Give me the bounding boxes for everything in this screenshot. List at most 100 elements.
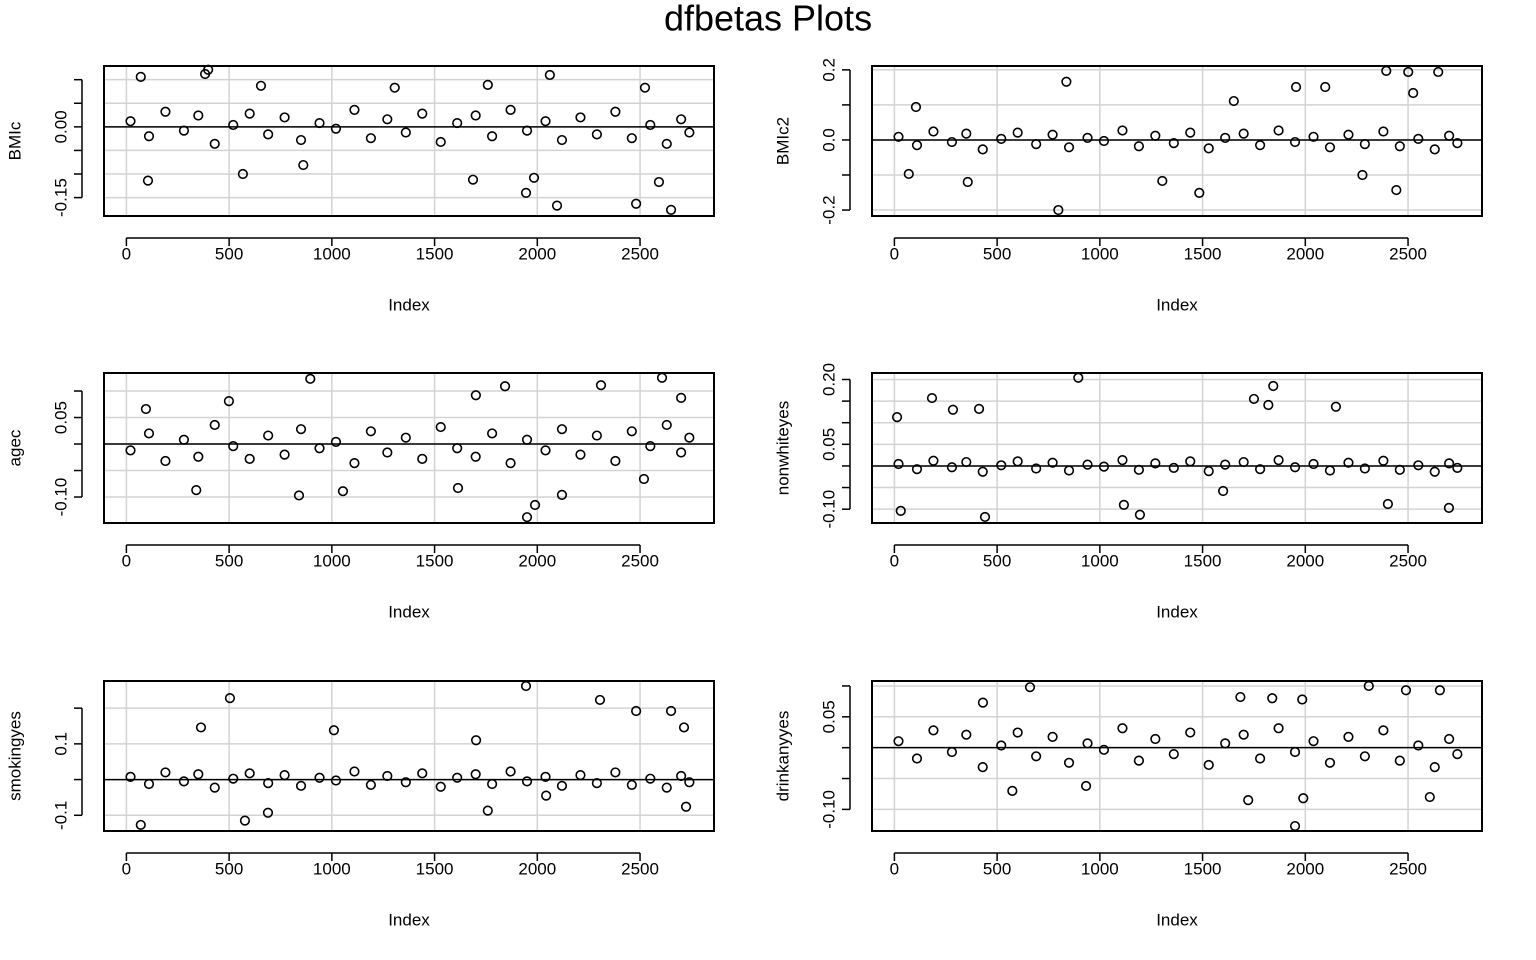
point [1238,128,1249,139]
point [1429,144,1440,155]
point [529,499,541,511]
point [295,424,307,435]
point [417,108,428,119]
point [1024,682,1036,693]
point [895,505,906,516]
plot-frame [871,680,1483,832]
y-tick-label: 0.20 [819,363,838,396]
point [239,815,251,826]
point [1413,740,1424,751]
point [1007,785,1018,796]
point [521,512,533,523]
x-tick-label: 0 [890,859,899,878]
x-axis-label: Index [388,602,430,621]
point [610,106,621,117]
point [1330,401,1342,412]
point [330,775,342,786]
point [193,451,204,462]
point [1324,465,1336,476]
point [1359,139,1370,150]
point [193,769,204,780]
chart-title: dfbetas Plots [664,0,872,39]
point [1403,66,1414,78]
x-tick-label: 2500 [621,244,659,263]
y-axis-label: agec [5,429,24,466]
point [1452,462,1463,473]
point [544,69,555,81]
point [911,140,923,151]
point [125,116,136,127]
point [521,776,533,787]
point [160,455,171,467]
x-tick-label: 2000 [518,551,556,570]
y-tick-label: 0.00 [51,110,70,143]
point [467,174,479,185]
point [125,771,136,782]
point [977,762,988,773]
point [482,805,493,816]
x-tick-label: 0 [890,244,899,263]
point [1324,142,1336,153]
y-tick-label: -0.10 [819,790,838,829]
point [237,168,248,180]
y-tick-label: -0.10 [819,490,838,529]
point [977,144,988,155]
point [1031,463,1042,474]
point [482,79,493,90]
point [1255,464,1266,475]
x-tick-label: 500 [215,859,243,878]
point [135,71,146,82]
x-tick-label: 1000 [313,859,351,878]
point [1238,456,1249,468]
point [610,767,621,778]
point [556,489,568,501]
point [893,736,904,747]
point [1290,81,1302,93]
point [661,782,672,793]
x-axis-label: Index [1156,910,1198,929]
x-tick-label: 1500 [416,551,454,570]
point [452,772,463,783]
point [435,136,446,148]
x-tick-label: 500 [215,551,243,570]
point [540,445,551,456]
point [1243,795,1254,806]
point [1289,136,1301,148]
point [470,390,481,401]
x-tick-label: 1000 [1081,859,1119,878]
point [1063,142,1075,153]
point [400,777,411,788]
point [591,129,602,140]
point [417,768,428,779]
point [1357,169,1368,181]
point [1082,738,1093,749]
point [1298,793,1309,804]
point [1185,727,1196,738]
x-tick-label: 1500 [1184,551,1222,570]
point [928,725,939,736]
x-tick-label: 2500 [1389,244,1427,263]
y-tick-label: 0.1 [51,732,70,756]
plot-frame [871,65,1483,217]
point [452,117,463,129]
point [1263,399,1274,411]
point [279,449,290,460]
point [1382,498,1394,510]
point [556,780,568,791]
point [244,108,255,119]
x-tick-label: 1500 [416,244,454,263]
point [470,110,481,121]
point [178,125,190,136]
point [435,781,446,792]
point [645,773,656,784]
point [1268,380,1279,392]
point [1098,744,1110,755]
point [1400,685,1412,696]
point [893,131,904,142]
x-tick-label: 1500 [416,859,454,878]
point [556,424,568,435]
x-axis-label: Index [388,910,430,929]
point [143,131,155,142]
point [263,430,274,441]
point [1343,731,1354,742]
